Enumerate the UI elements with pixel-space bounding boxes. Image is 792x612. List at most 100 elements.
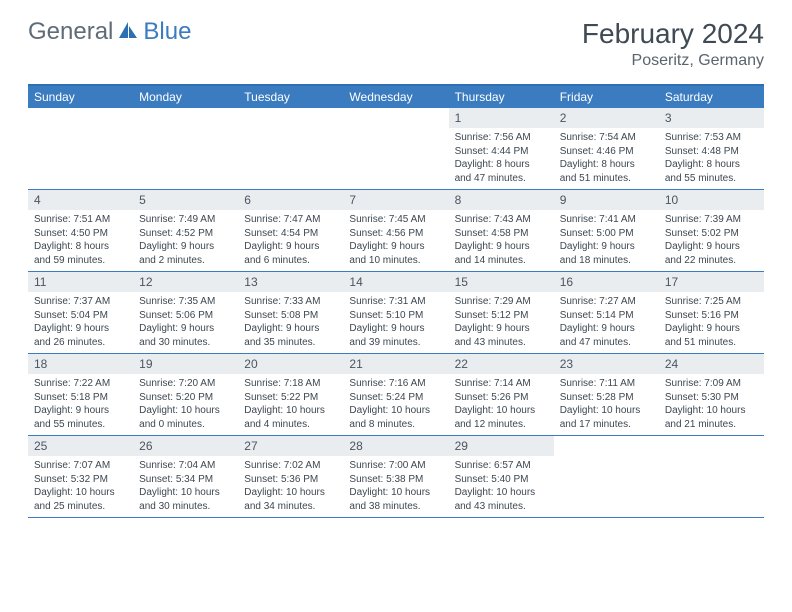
weekday-label: Wednesday	[343, 86, 448, 108]
day-info: Sunrise: 7:18 AMSunset: 5:22 PMDaylight:…	[238, 374, 343, 435]
day-info-line: Daylight: 9 hours	[455, 240, 548, 254]
day-info-line: Daylight: 10 hours	[455, 486, 548, 500]
day-info-line: Daylight: 9 hours	[139, 240, 232, 254]
day-info-line: and 59 minutes.	[34, 254, 127, 268]
day-info-line: Sunset: 4:58 PM	[455, 227, 548, 241]
logo-text-blue: Blue	[143, 18, 191, 46]
day-info: Sunrise: 7:35 AMSunset: 5:06 PMDaylight:…	[133, 292, 238, 353]
day-cell: 7Sunrise: 7:45 AMSunset: 4:56 PMDaylight…	[343, 190, 448, 271]
day-info-line: and 39 minutes.	[349, 336, 442, 350]
calendar: SundayMondayTuesdayWednesdayThursdayFrid…	[28, 84, 764, 518]
day-info-line: Sunset: 5:06 PM	[139, 309, 232, 323]
day-cell: 12Sunrise: 7:35 AMSunset: 5:06 PMDayligh…	[133, 272, 238, 353]
day-info-line: Sunrise: 7:47 AM	[244, 213, 337, 227]
day-cell: 24Sunrise: 7:09 AMSunset: 5:30 PMDayligh…	[659, 354, 764, 435]
day-info-line: Sunset: 5:04 PM	[34, 309, 127, 323]
day-number: 20	[238, 354, 343, 374]
day-info-line: Daylight: 8 hours	[455, 158, 548, 172]
day-cell: 20Sunrise: 7:18 AMSunset: 5:22 PMDayligh…	[238, 354, 343, 435]
day-info-line: Sunset: 5:14 PM	[560, 309, 653, 323]
day-number: 28	[343, 436, 448, 456]
day-info-line: Daylight: 9 hours	[665, 240, 758, 254]
day-number: 22	[449, 354, 554, 374]
day-info-line: Sunrise: 7:02 AM	[244, 459, 337, 473]
day-info-line: and 55 minutes.	[34, 418, 127, 432]
day-cell: 6Sunrise: 7:47 AMSunset: 4:54 PMDaylight…	[238, 190, 343, 271]
day-info-line: and 26 minutes.	[34, 336, 127, 350]
weeks-container: 1Sunrise: 7:56 AMSunset: 4:44 PMDaylight…	[28, 108, 764, 518]
weekday-label: Sunday	[28, 86, 133, 108]
day-cell: 1Sunrise: 7:56 AMSunset: 4:44 PMDaylight…	[449, 108, 554, 189]
day-info-line: Sunset: 5:02 PM	[665, 227, 758, 241]
day-info: Sunrise: 7:41 AMSunset: 5:00 PMDaylight:…	[554, 210, 659, 271]
day-number: 13	[238, 272, 343, 292]
day-cell: 16Sunrise: 7:27 AMSunset: 5:14 PMDayligh…	[554, 272, 659, 353]
empty-day-cell	[554, 436, 659, 517]
day-info-line: and 4 minutes.	[244, 418, 337, 432]
day-info-line: Sunset: 5:34 PM	[139, 473, 232, 487]
day-info-line: and 22 minutes.	[665, 254, 758, 268]
day-info-line: Sunset: 5:24 PM	[349, 391, 442, 405]
weekday-header-row: SundayMondayTuesdayWednesdayThursdayFrid…	[28, 86, 764, 108]
day-info: Sunrise: 7:27 AMSunset: 5:14 PMDaylight:…	[554, 292, 659, 353]
day-cell: 11Sunrise: 7:37 AMSunset: 5:04 PMDayligh…	[28, 272, 133, 353]
day-number: 19	[133, 354, 238, 374]
day-info-line: Sunset: 5:40 PM	[455, 473, 548, 487]
day-info-line: Sunset: 4:54 PM	[244, 227, 337, 241]
day-info-line: Daylight: 9 hours	[560, 240, 653, 254]
weekday-label: Saturday	[659, 86, 764, 108]
day-info: Sunrise: 7:51 AMSunset: 4:50 PMDaylight:…	[28, 210, 133, 271]
day-info-line: Daylight: 9 hours	[34, 322, 127, 336]
day-cell: 13Sunrise: 7:33 AMSunset: 5:08 PMDayligh…	[238, 272, 343, 353]
day-number: 21	[343, 354, 448, 374]
day-info: Sunrise: 7:54 AMSunset: 4:46 PMDaylight:…	[554, 128, 659, 189]
day-info: Sunrise: 7:04 AMSunset: 5:34 PMDaylight:…	[133, 456, 238, 517]
day-number: 4	[28, 190, 133, 210]
week-row: 11Sunrise: 7:37 AMSunset: 5:04 PMDayligh…	[28, 272, 764, 354]
day-info-line: Daylight: 10 hours	[139, 486, 232, 500]
day-info-line: Sunrise: 7:35 AM	[139, 295, 232, 309]
day-number: 26	[133, 436, 238, 456]
day-info-line: Sunset: 5:32 PM	[34, 473, 127, 487]
day-info: Sunrise: 7:47 AMSunset: 4:54 PMDaylight:…	[238, 210, 343, 271]
day-info-line: Sunset: 5:08 PM	[244, 309, 337, 323]
day-info-line: Sunrise: 7:41 AM	[560, 213, 653, 227]
empty-day-cell	[659, 436, 764, 517]
day-info: Sunrise: 7:56 AMSunset: 4:44 PMDaylight:…	[449, 128, 554, 189]
day-info-line: Sunrise: 7:20 AM	[139, 377, 232, 391]
day-info: Sunrise: 7:31 AMSunset: 5:10 PMDaylight:…	[343, 292, 448, 353]
day-info-line: Daylight: 9 hours	[349, 240, 442, 254]
day-number: 11	[28, 272, 133, 292]
day-info-line: Daylight: 10 hours	[665, 404, 758, 418]
day-info: Sunrise: 7:53 AMSunset: 4:48 PMDaylight:…	[659, 128, 764, 189]
day-info-line: and 25 minutes.	[34, 500, 127, 514]
day-info: Sunrise: 7:09 AMSunset: 5:30 PMDaylight:…	[659, 374, 764, 435]
day-number: 25	[28, 436, 133, 456]
day-cell: 26Sunrise: 7:04 AMSunset: 5:34 PMDayligh…	[133, 436, 238, 517]
day-info-line: and 0 minutes.	[139, 418, 232, 432]
day-info-line: Sunrise: 7:49 AM	[139, 213, 232, 227]
day-cell: 4Sunrise: 7:51 AMSunset: 4:50 PMDaylight…	[28, 190, 133, 271]
day-number: 18	[28, 354, 133, 374]
day-info-line: and 43 minutes.	[455, 336, 548, 350]
day-info-line: Sunset: 4:50 PM	[34, 227, 127, 241]
day-number: 29	[449, 436, 554, 456]
day-info-line: Sunset: 4:48 PM	[665, 145, 758, 159]
day-info-line: Daylight: 10 hours	[349, 486, 442, 500]
day-cell: 28Sunrise: 7:00 AMSunset: 5:38 PMDayligh…	[343, 436, 448, 517]
day-info-line: Sunset: 5:38 PM	[349, 473, 442, 487]
day-info-line: Sunrise: 7:33 AM	[244, 295, 337, 309]
day-info-line: and 55 minutes.	[665, 172, 758, 186]
day-info: Sunrise: 7:33 AMSunset: 5:08 PMDaylight:…	[238, 292, 343, 353]
day-info-line: and 51 minutes.	[665, 336, 758, 350]
day-info-line: Sunrise: 7:18 AM	[244, 377, 337, 391]
day-info-line: Sunrise: 7:56 AM	[455, 131, 548, 145]
day-info-line: Sunrise: 7:27 AM	[560, 295, 653, 309]
day-info-line: and 30 minutes.	[139, 500, 232, 514]
day-cell: 14Sunrise: 7:31 AMSunset: 5:10 PMDayligh…	[343, 272, 448, 353]
day-cell: 10Sunrise: 7:39 AMSunset: 5:02 PMDayligh…	[659, 190, 764, 271]
day-info: Sunrise: 7:16 AMSunset: 5:24 PMDaylight:…	[343, 374, 448, 435]
day-cell: 22Sunrise: 7:14 AMSunset: 5:26 PMDayligh…	[449, 354, 554, 435]
day-info: Sunrise: 6:57 AMSunset: 5:40 PMDaylight:…	[449, 456, 554, 517]
empty-day-cell	[343, 108, 448, 189]
